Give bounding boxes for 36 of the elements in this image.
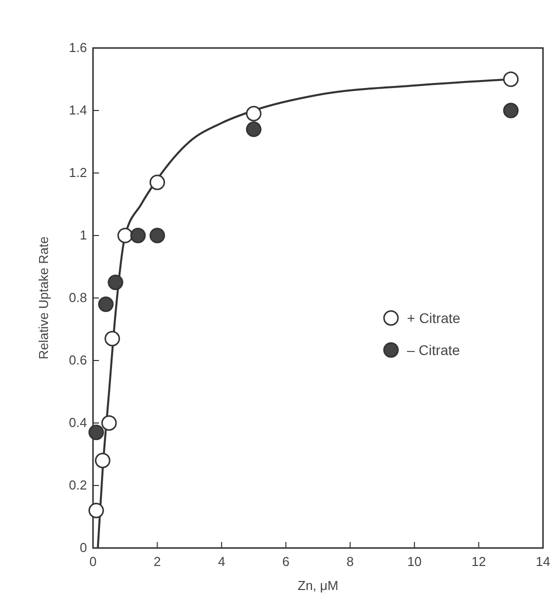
- x-tick-label: 12: [471, 554, 486, 569]
- point: [94, 452, 110, 468]
- point: [150, 228, 166, 244]
- x-tick-label: 2: [154, 554, 161, 569]
- legend-label: + Citrate: [407, 310, 461, 326]
- y-tick-label: 0.8: [68, 290, 87, 305]
- point: [246, 106, 262, 122]
- y-tick-label: 1.2: [68, 165, 87, 180]
- point: [104, 330, 120, 346]
- point: [130, 228, 146, 244]
- point: [88, 424, 104, 440]
- point: [246, 122, 262, 137]
- x-tick-label: 6: [282, 554, 290, 569]
- x-tick-label: 4: [218, 554, 226, 569]
- x-axis-title: Zn, μM: [298, 578, 338, 593]
- point: [503, 102, 519, 118]
- x-tick-label: 8: [346, 554, 354, 569]
- y-tick-label: 0.4: [68, 415, 87, 430]
- point: [503, 72, 519, 87]
- point: [150, 174, 166, 190]
- point: [101, 415, 117, 431]
- x-tick-label: 0: [89, 554, 97, 569]
- point: [108, 274, 124, 290]
- point: [98, 296, 114, 312]
- y-tick-label: 1.6: [68, 40, 87, 55]
- y-tick-label: 1.4: [68, 102, 87, 118]
- y-axis-title: Relative Uptake Rate: [36, 236, 51, 360]
- point: [88, 502, 104, 518]
- y-tick-label: 0.2: [68, 478, 87, 492]
- y-tick-label: 0: [80, 540, 87, 555]
- y-tick-label: 0.6: [68, 352, 87, 368]
- legend-label: – Citrate: [407, 342, 460, 358]
- x-tick-label: 14: [536, 554, 550, 569]
- x-tick-label: 10: [407, 554, 422, 569]
- y-tick-label: 1: [80, 228, 87, 242]
- point: [117, 228, 133, 244]
